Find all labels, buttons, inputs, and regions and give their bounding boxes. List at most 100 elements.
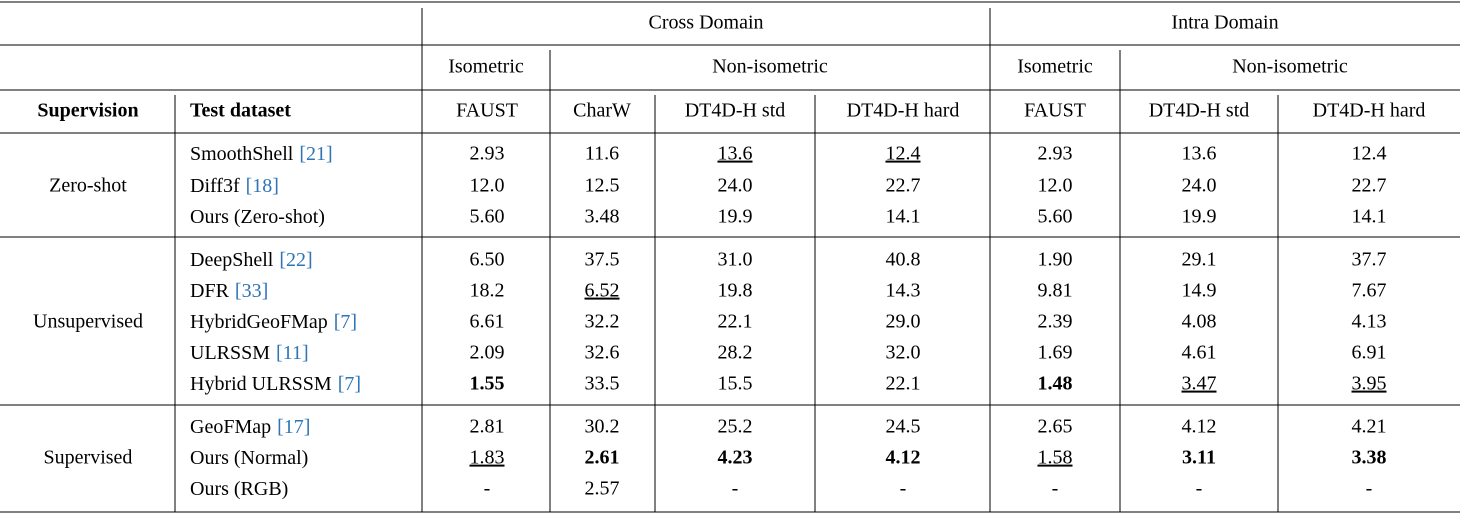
value-cell: 14.3 bbox=[886, 280, 921, 302]
method-name: Ours (Zero-shot) bbox=[190, 206, 325, 228]
value-cell: 19.9 bbox=[1182, 206, 1217, 228]
value-cell: 9.81 bbox=[1038, 280, 1073, 302]
value-cell: 37.7 bbox=[1352, 249, 1387, 271]
method-name: Hybrid ULRSSM bbox=[190, 373, 332, 395]
value-cell: 2.09 bbox=[470, 342, 505, 364]
value-cell: 1.69 bbox=[1038, 342, 1073, 364]
value-cell: 11.6 bbox=[585, 143, 619, 165]
method-name: Ours (Normal) bbox=[190, 447, 308, 469]
value-cell: 22.1 bbox=[886, 373, 921, 395]
value-cell: 4.08 bbox=[1182, 311, 1217, 333]
citation: [18] bbox=[246, 175, 279, 197]
value-cell: 33.5 bbox=[585, 373, 620, 395]
method-name: DeepShell bbox=[190, 249, 274, 271]
supervision-label: Zero-shot bbox=[49, 175, 127, 197]
method-cell: Ours (Normal) bbox=[190, 447, 308, 469]
value-cell: 12.4 bbox=[886, 143, 921, 165]
citation: [22] bbox=[279, 249, 312, 271]
value-cell: 3.38 bbox=[1352, 447, 1387, 469]
value-cell: 4.13 bbox=[1352, 311, 1387, 333]
citation: [7] bbox=[338, 373, 361, 395]
value-cell: 22.1 bbox=[718, 311, 753, 333]
supervision-label: Unsupervised bbox=[33, 311, 143, 333]
method-name: ULRSSM bbox=[190, 342, 270, 364]
value-cell: 24.5 bbox=[886, 416, 921, 438]
citation: [21] bbox=[299, 143, 332, 165]
citation: [33] bbox=[235, 280, 268, 302]
subgroup-header: Non-isometric bbox=[712, 56, 828, 78]
method-name: GeoFMap bbox=[190, 416, 271, 438]
value-cell: 1.48 bbox=[1038, 373, 1073, 395]
value-cell: 13.6 bbox=[1182, 143, 1217, 165]
value-cell: 25.2 bbox=[718, 416, 753, 438]
supervision-label: Supervised bbox=[44, 447, 133, 469]
value-cell: 37.5 bbox=[585, 249, 620, 271]
value-cell: - bbox=[900, 478, 907, 500]
method-cell: GeoFMap [17] bbox=[190, 416, 310, 438]
method-cell: Diff3f [18] bbox=[190, 175, 279, 197]
value-cell: 12.5 bbox=[585, 175, 620, 197]
value-cell: 5.60 bbox=[470, 206, 505, 228]
value-cell: 40.8 bbox=[886, 249, 921, 271]
value-cell: 2.93 bbox=[1038, 143, 1073, 165]
value-cell: 2.93 bbox=[470, 143, 505, 165]
method-cell: DFR [33] bbox=[190, 280, 268, 302]
method-cell: HybridGeoFMap [7] bbox=[190, 311, 357, 333]
citation: [11] bbox=[276, 342, 309, 364]
value-cell: 1.90 bbox=[1038, 249, 1073, 271]
value-cell: 12.0 bbox=[470, 175, 505, 197]
value-cell: 2.65 bbox=[1038, 416, 1073, 438]
column-header: DT4D-H hard bbox=[1313, 100, 1426, 122]
value-cell: 13.6 bbox=[718, 143, 753, 165]
method-name: Ours (RGB) bbox=[190, 478, 288, 500]
value-cell: 32.6 bbox=[585, 342, 620, 364]
value-cell: 24.0 bbox=[718, 175, 753, 197]
value-cell: 30.2 bbox=[585, 416, 620, 438]
value-cell: - bbox=[1196, 478, 1203, 500]
value-cell: 15.5 bbox=[718, 373, 753, 395]
value-cell: - bbox=[484, 478, 491, 500]
value-cell: 4.12 bbox=[1182, 416, 1217, 438]
value-cell: - bbox=[1366, 478, 1373, 500]
value-cell: 2.61 bbox=[585, 447, 620, 469]
value-cell: 3.11 bbox=[1182, 447, 1216, 469]
value-cell: 6.61 bbox=[470, 311, 505, 333]
column-header: Test dataset bbox=[190, 100, 291, 122]
value-cell: 14.1 bbox=[1352, 206, 1387, 228]
subgroup-header: Isometric bbox=[1017, 56, 1093, 78]
value-cell: 4.61 bbox=[1182, 342, 1217, 364]
value-cell: 6.52 bbox=[585, 280, 620, 302]
value-cell: 1.55 bbox=[470, 373, 505, 395]
value-cell: 18.2 bbox=[470, 280, 505, 302]
value-cell: 24.0 bbox=[1182, 175, 1217, 197]
value-cell: - bbox=[732, 478, 739, 500]
column-header: DT4D-H hard bbox=[847, 100, 960, 122]
value-cell: 2.57 bbox=[585, 478, 620, 500]
value-cell: 12.4 bbox=[1352, 143, 1387, 165]
method-cell: SmoothShell [21] bbox=[190, 143, 333, 165]
column-header: FAUST bbox=[456, 100, 518, 122]
value-cell: 2.81 bbox=[470, 416, 505, 438]
value-cell: 14.1 bbox=[886, 206, 921, 228]
value-cell: 19.8 bbox=[718, 280, 753, 302]
value-cell: 29.0 bbox=[886, 311, 921, 333]
group-header: Intra Domain bbox=[1171, 12, 1278, 34]
method-name: HybridGeoFMap bbox=[190, 311, 328, 333]
value-cell: 3.48 bbox=[585, 206, 620, 228]
value-cell: 6.50 bbox=[470, 249, 505, 271]
value-cell: 12.0 bbox=[1038, 175, 1073, 197]
citation: [7] bbox=[334, 311, 357, 333]
value-cell: 2.39 bbox=[1038, 311, 1073, 333]
value-cell: 29.1 bbox=[1182, 249, 1217, 271]
column-header: DT4D-H std bbox=[685, 100, 786, 122]
citation: [17] bbox=[277, 416, 310, 438]
value-cell: 6.91 bbox=[1352, 342, 1387, 364]
method-name: DFR bbox=[190, 280, 230, 302]
value-cell: 1.83 bbox=[470, 447, 505, 469]
value-cell: 31.0 bbox=[718, 249, 753, 271]
method-cell: Ours (Zero-shot) bbox=[190, 206, 325, 228]
value-cell: 14.9 bbox=[1182, 280, 1217, 302]
value-cell: 32.0 bbox=[886, 342, 921, 364]
method-name: Diff3f bbox=[190, 175, 240, 197]
